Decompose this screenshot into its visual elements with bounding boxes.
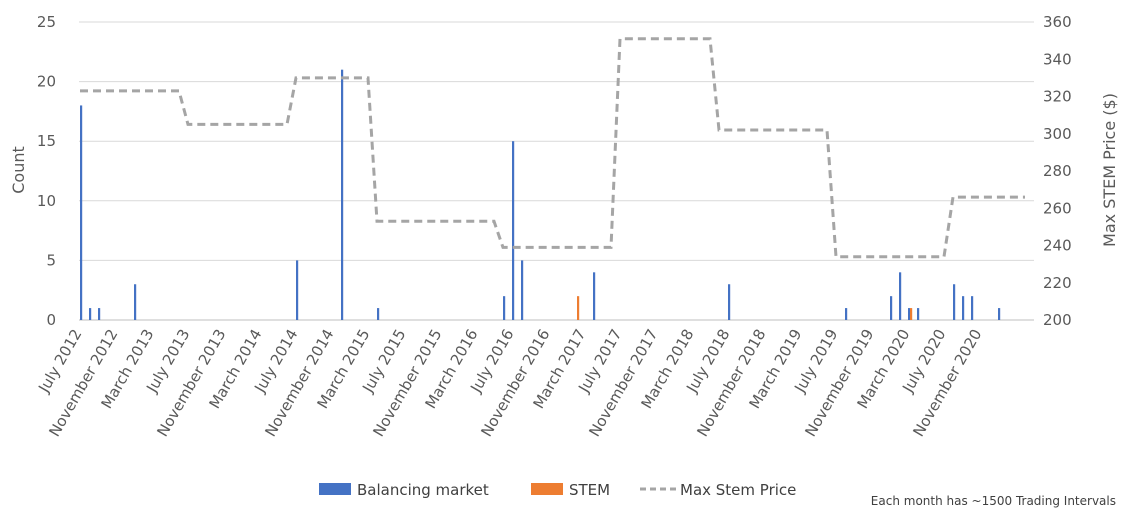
bar-balancing-market bbox=[341, 69, 344, 321]
bar-balancing-market bbox=[296, 260, 299, 320]
bar-balancing-market bbox=[98, 308, 101, 320]
bar-balancing-market bbox=[593, 272, 596, 320]
bar-balancing-market bbox=[917, 308, 920, 320]
bar-balancing-market bbox=[377, 308, 380, 320]
y2-axis-title: Max STEM Price ($) bbox=[1100, 93, 1119, 247]
bar-balancing-market bbox=[845, 308, 848, 320]
y2-tick-label: 300 bbox=[1043, 125, 1072, 143]
y-tick-label: 15 bbox=[37, 132, 56, 150]
y-tick-label: 10 bbox=[37, 192, 56, 210]
y-axis-right: 200 220 240 260 280 300 320 340 360 bbox=[1043, 13, 1072, 329]
bar-balancing-market bbox=[512, 141, 515, 320]
legend-label-price: Max Stem Price bbox=[680, 481, 796, 499]
bar-balancing-market bbox=[503, 296, 506, 320]
note-text: Each month has ~1500 Trading Intervals bbox=[871, 494, 1116, 508]
gridlines bbox=[79, 21, 1034, 321]
bar-balancing-market bbox=[953, 284, 956, 320]
bar-balancing-market bbox=[908, 308, 911, 320]
bar-balancing-market bbox=[89, 308, 92, 320]
legend-label-stem: STEM bbox=[569, 481, 610, 499]
y-axis-title: Count bbox=[9, 146, 28, 194]
y2-tick-label: 260 bbox=[1043, 199, 1072, 217]
legend-label-balancing: Balancing market bbox=[357, 481, 489, 499]
bar-balancing-market bbox=[971, 296, 974, 320]
bar-balancing-market bbox=[890, 296, 893, 320]
y-axis-left: 0 5 10 15 20 25 bbox=[37, 13, 56, 329]
bar-balancing-market bbox=[521, 260, 524, 320]
bar-balancing-market bbox=[80, 105, 83, 320]
price-line-series bbox=[80, 37, 1025, 259]
bar-balancing-market bbox=[962, 296, 965, 320]
y2-tick-label: 360 bbox=[1043, 13, 1072, 31]
y-tick-label: 25 bbox=[37, 13, 56, 31]
legend-swatch-balancing bbox=[319, 483, 351, 495]
legend: Balancing market STEM Max Stem Price bbox=[319, 481, 796, 499]
bar-balancing-market bbox=[728, 284, 731, 320]
bar-series bbox=[80, 69, 1001, 321]
y2-tick-label: 320 bbox=[1043, 88, 1072, 106]
bar-balancing-market bbox=[899, 272, 902, 320]
y-tick-label: 20 bbox=[37, 73, 56, 91]
y2-tick-label: 280 bbox=[1043, 162, 1072, 180]
y2-tick-label: 200 bbox=[1043, 311, 1072, 329]
bar-stem bbox=[577, 296, 580, 320]
bar-balancing-market bbox=[134, 284, 137, 320]
max-stem-price-line bbox=[80, 37, 1025, 259]
y-tick-label: 0 bbox=[46, 311, 56, 329]
y2-tick-label: 240 bbox=[1043, 237, 1072, 255]
y2-tick-label: 220 bbox=[1043, 274, 1072, 292]
legend-swatch-stem bbox=[531, 483, 563, 495]
bar-balancing-market bbox=[998, 308, 1001, 320]
bar-stem bbox=[910, 308, 913, 320]
y2-tick-label: 340 bbox=[1043, 50, 1072, 68]
y-tick-label: 5 bbox=[46, 251, 56, 269]
